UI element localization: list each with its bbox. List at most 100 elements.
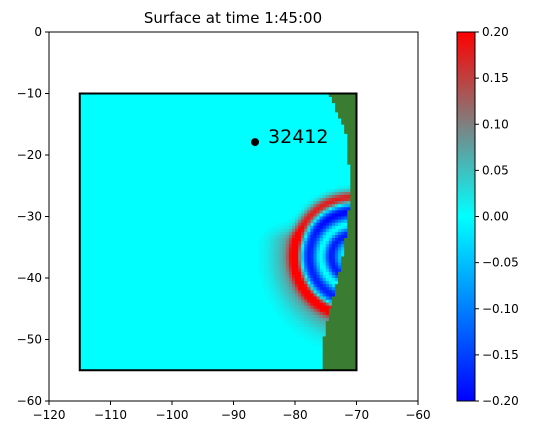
land-cell — [347, 210, 351, 214]
land-cell — [347, 336, 351, 340]
heatmap-cell — [261, 262, 265, 267]
land-cell — [347, 253, 351, 257]
heatmap-cell — [298, 225, 302, 230]
land-cell — [334, 284, 339, 288]
heatmap-cell — [304, 238, 308, 242]
heatmap-cell — [258, 247, 262, 251]
land-cell — [353, 188, 357, 193]
heatmap-cell — [310, 268, 314, 273]
heatmap-cell — [325, 210, 330, 214]
land-cell — [350, 348, 354, 353]
heatmap-cell — [307, 278, 311, 282]
land-cell — [344, 327, 348, 331]
heatmap-cell — [301, 278, 305, 282]
heatmap-cell — [288, 302, 293, 307]
heatmap-cell — [298, 234, 302, 239]
land-cell — [353, 348, 357, 353]
heatmap-cell — [310, 198, 314, 202]
land-cell — [347, 155, 351, 159]
heatmap-cell — [273, 256, 277, 260]
heatmap-cell — [325, 268, 330, 273]
heatmap-cell — [307, 210, 311, 214]
land-cell — [350, 93, 354, 97]
heatmap-cell — [334, 216, 339, 220]
heatmap-cell — [316, 339, 320, 343]
heatmap-cell — [288, 284, 293, 288]
heatmap-cell — [288, 293, 293, 297]
heatmap-cell — [298, 253, 302, 257]
heatmap-cell — [344, 219, 348, 224]
heatmap-cell — [341, 222, 345, 227]
heatmap-cell — [279, 271, 284, 276]
heatmap-cell — [279, 302, 284, 307]
land-cell — [350, 133, 354, 137]
heatmap-cell — [295, 234, 299, 239]
land-cell — [328, 351, 333, 356]
heatmap-cell — [310, 314, 314, 319]
heatmap-cell — [313, 342, 317, 347]
heatmap-cell — [307, 219, 311, 224]
heatmap-cell — [307, 228, 311, 233]
land-cell — [334, 317, 339, 322]
land-cell — [353, 158, 357, 162]
land-cell — [331, 321, 336, 325]
heatmap-cell — [338, 250, 342, 254]
heatmap-cell — [291, 302, 296, 307]
land-cell — [325, 364, 330, 368]
heatmap-cell — [264, 274, 268, 279]
heatmap-cell — [301, 225, 305, 230]
land-cell — [353, 351, 357, 356]
heatmap-cell — [301, 314, 305, 319]
heatmap-cell — [267, 244, 271, 248]
land-cell — [347, 317, 351, 322]
heatmap-cell — [313, 234, 317, 239]
heatmap-cell — [322, 213, 327, 217]
x-axis: −120 −110 −100 −90 −80 −70 −60 — [33, 401, 431, 422]
heatmap-cell — [276, 281, 281, 285]
heatmap-cell — [328, 188, 333, 193]
land-cell — [322, 367, 327, 371]
heatmap-cell — [301, 302, 305, 307]
heatmap-cell — [334, 234, 339, 239]
land-cell — [353, 170, 357, 174]
land-cell — [353, 367, 357, 371]
heatmap-cell — [319, 222, 324, 227]
land-cell — [341, 281, 345, 285]
heatmap-cell — [328, 253, 333, 257]
land-cell — [347, 228, 351, 233]
land-cell — [338, 336, 342, 340]
heatmap-cell — [328, 302, 333, 307]
heatmap-cell — [270, 256, 274, 260]
land-cell — [341, 284, 345, 288]
heatmap-cell — [267, 278, 271, 282]
heatmap-cell — [276, 228, 281, 233]
heatmap-cell — [264, 250, 268, 254]
heatmap-cell — [316, 228, 320, 233]
heatmap-cell — [288, 311, 293, 316]
heatmap-cell — [273, 296, 277, 300]
heatmap-cell — [319, 274, 324, 279]
heatmap-cell — [307, 225, 311, 230]
heatmap-cell — [325, 207, 330, 211]
heatmap-cell — [285, 268, 290, 273]
heatmap-cell — [331, 274, 336, 279]
heatmap-cell — [331, 222, 336, 227]
land-cell — [350, 302, 354, 307]
land-cell — [350, 142, 354, 147]
heatmap-cell — [304, 321, 308, 325]
heatmap-cell — [325, 238, 330, 242]
land-cell — [328, 364, 333, 368]
land-cell — [353, 139, 357, 144]
heatmap-cell — [319, 317, 324, 322]
land-cell — [347, 111, 351, 116]
land-cell — [353, 314, 357, 319]
heatmap-cell — [285, 278, 290, 282]
land-cell — [350, 330, 354, 334]
heatmap-cell — [291, 268, 296, 273]
heatmap-cell — [341, 238, 345, 242]
land-cell — [328, 317, 333, 322]
heatmap-cell — [298, 244, 302, 248]
land-cell — [353, 324, 357, 328]
heatmap-cell — [295, 314, 299, 319]
heatmap-cell — [288, 265, 293, 270]
